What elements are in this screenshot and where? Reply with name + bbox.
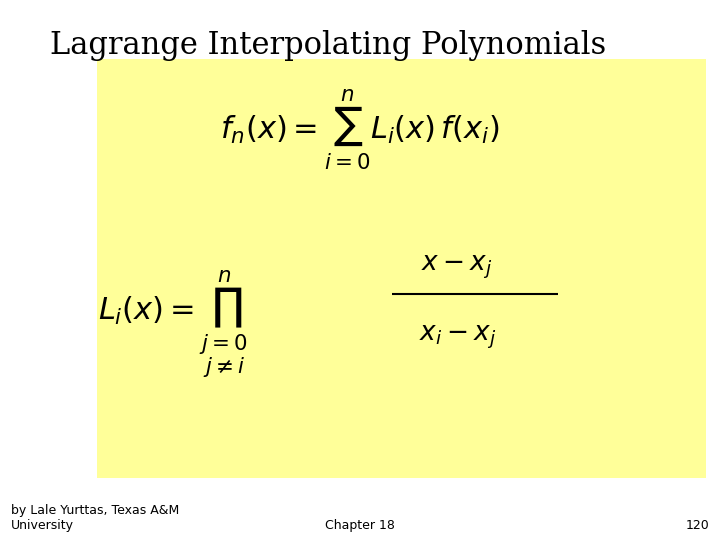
Text: $x_i - x_j$: $x_i - x_j$ bbox=[418, 324, 496, 351]
Text: Chapter 18: Chapter 18 bbox=[325, 519, 395, 532]
Text: by Lale Yurttas, Texas A&M
University: by Lale Yurttas, Texas A&M University bbox=[11, 504, 179, 532]
Text: $L_i(x) = \prod_{\substack{j=0\\j\neq i}}^{n}$: $L_i(x) = \prod_{\substack{j=0\\j\neq i}… bbox=[98, 268, 248, 380]
Text: Lagrange Interpolating Polynomials: Lagrange Interpolating Polynomials bbox=[50, 30, 607, 60]
Text: 120: 120 bbox=[685, 519, 709, 532]
Text: $x - x_j$: $x - x_j$ bbox=[421, 254, 493, 281]
Text: $f_n(x) = \sum_{i=0}^{n} L_i(x)\, f(x_i)$: $f_n(x) = \sum_{i=0}^{n} L_i(x)\, f(x_i)… bbox=[220, 87, 500, 172]
FancyBboxPatch shape bbox=[97, 59, 706, 478]
